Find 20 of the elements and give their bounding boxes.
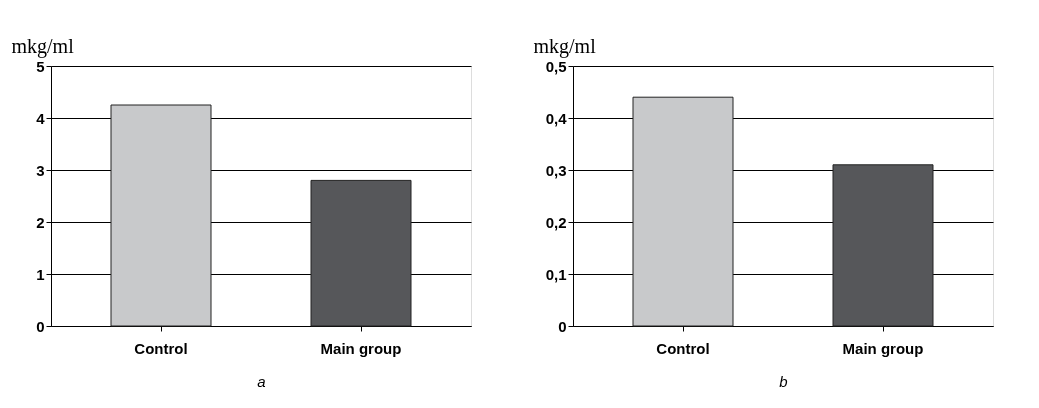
y-axis-title: mkg/ml (11, 34, 75, 58)
y-tick-label: 5 (36, 57, 45, 75)
y-tick-label: 2 (36, 213, 45, 231)
x-tick-label: Main group (320, 339, 402, 357)
y-tick-label: 0,5 (545, 57, 567, 75)
x-axis-title: a (257, 372, 266, 390)
y-tick-label: 3 (36, 161, 45, 179)
y-tick-label: 1 (36, 265, 45, 283)
y-tick-label: 0 (36, 317, 45, 335)
x-tick-label: Main group (842, 339, 924, 357)
y-tick-label: 0,1 (545, 265, 567, 283)
y-tick-label: 0,2 (545, 213, 567, 231)
x-tick-label: Control (134, 339, 188, 357)
y-tick-label: 0 (558, 317, 567, 335)
y-tick-label: 0,4 (545, 109, 568, 127)
x-axis-title: b (779, 372, 788, 390)
y-tick-label: 0,3 (545, 161, 567, 179)
x-tick-label: Control (656, 339, 710, 357)
y-axis-title: mkg/ml (533, 34, 597, 58)
y-tick-label: 4 (36, 109, 46, 127)
